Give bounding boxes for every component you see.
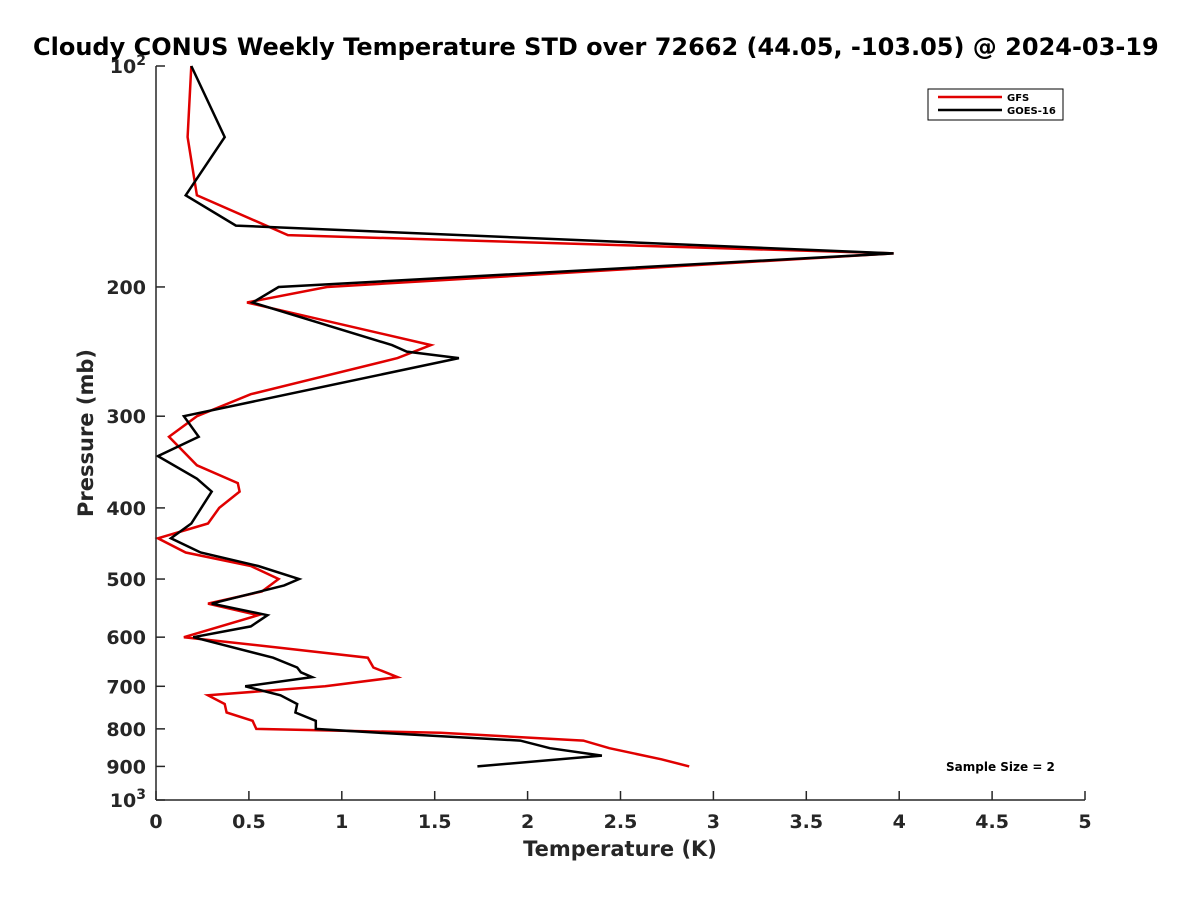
x-tick-label: 1 xyxy=(335,811,348,833)
y-tick-label: 900 xyxy=(106,756,146,778)
x-tick-label: 3.5 xyxy=(789,811,823,833)
plot-series xyxy=(154,65,894,768)
x-tick-label: 4.5 xyxy=(975,811,1009,833)
y-axis-ticks: 102 200 300 400 500 600 700 800 900 103 xyxy=(106,53,165,812)
x-axis-label: Temperature (K) xyxy=(523,837,717,861)
sample-size-annotation: Sample Size = 2 xyxy=(946,760,1055,774)
x-axis-ticks: 0 0.5 1 1.5 2 2.5 3 3.5 4 4.5 5 xyxy=(149,791,1092,833)
y-axis-label: Pressure (mb) xyxy=(74,349,98,517)
series-line-gfs xyxy=(154,65,894,768)
legend-box xyxy=(927,88,1064,121)
y-tick-label: 500 xyxy=(106,569,146,591)
y-tick-label: 200 xyxy=(106,277,146,299)
x-tick-label: 5 xyxy=(1078,811,1091,833)
x-tick-label: 0.5 xyxy=(232,811,266,833)
y-tick-label: 800 xyxy=(106,719,146,741)
x-tick-label: 1.5 xyxy=(418,811,452,833)
x-tick-label: 2.5 xyxy=(604,811,638,833)
y-tick-label: 400 xyxy=(106,498,146,520)
legend: GFS GOES-16 xyxy=(927,88,1064,121)
x-tick-label: 2 xyxy=(521,811,534,833)
x-tick-label: 0 xyxy=(149,811,162,833)
legend-label-gfs: GFS xyxy=(1007,93,1029,104)
legend-label-goes16: GOES-16 xyxy=(1007,106,1056,117)
y-tick-label: 300 xyxy=(106,406,146,428)
x-tick-label: 3 xyxy=(707,811,720,833)
y-tick-label: 103 xyxy=(110,787,146,812)
y-tick-label: 600 xyxy=(106,627,146,649)
x-tick-label: 4 xyxy=(893,811,906,833)
y-tick-label: 700 xyxy=(106,676,146,698)
series-line-goes16 xyxy=(155,65,894,768)
chart-title: Cloudy CONUS Weekly Temperature STD over… xyxy=(33,33,1159,61)
y-tick-label: 102 xyxy=(110,53,146,78)
axes xyxy=(155,66,1085,801)
